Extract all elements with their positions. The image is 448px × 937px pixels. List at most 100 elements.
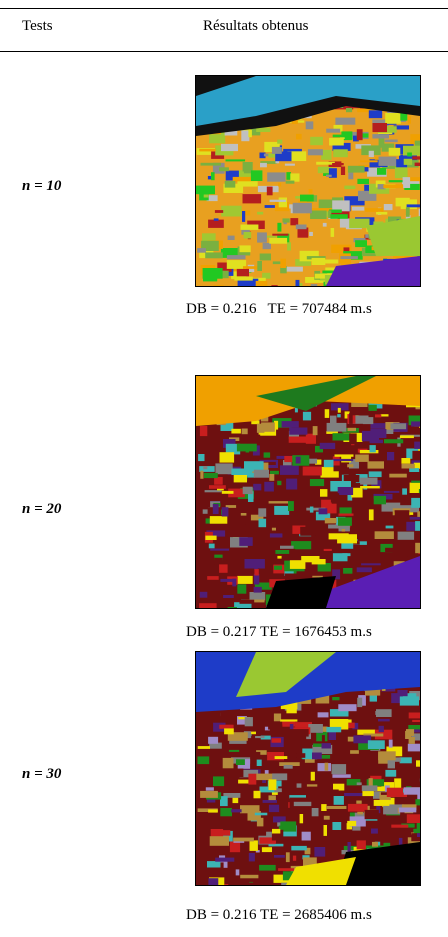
image-patch: [314, 273, 334, 279]
image-patch: [280, 719, 298, 722]
image-patch: [334, 454, 354, 457]
image-patch: [326, 422, 347, 432]
image-patch: [232, 797, 239, 804]
image-patch: [311, 559, 326, 565]
image-patch: [399, 757, 412, 764]
image-patch: [247, 882, 267, 885]
image-patch: [199, 148, 216, 152]
image-patch: [405, 215, 411, 221]
image-patch: [220, 808, 232, 817]
image-patch: [356, 567, 372, 573]
image-patch: [326, 174, 332, 177]
image-patch: [260, 573, 281, 580]
image-patch: [232, 578, 237, 587]
image-patch: [300, 194, 314, 202]
image-patch: [372, 841, 378, 847]
image-patch: [384, 439, 404, 444]
image-patch: [393, 125, 409, 130]
image-patch: [367, 461, 384, 469]
image-patch: [293, 801, 312, 807]
image-patch: [227, 732, 248, 741]
image-patch: [202, 268, 223, 279]
image-patch: [214, 477, 223, 485]
image-patch: [361, 785, 378, 792]
image-patch: [347, 415, 369, 424]
image-patch: [328, 210, 332, 219]
image-patch: [361, 145, 381, 156]
image-patch: [307, 149, 323, 156]
image-patch: [321, 804, 327, 811]
image-patch: [315, 695, 330, 704]
image-patch: [241, 227, 250, 235]
image-patch: [240, 210, 251, 216]
image-patch: [369, 159, 381, 168]
image-patch: [269, 809, 288, 816]
image-patch: [388, 739, 393, 748]
image-patch: [323, 825, 327, 836]
image-patch: [210, 829, 224, 839]
image-patch: [411, 733, 420, 741]
image-patch: [236, 267, 249, 277]
image-patch: [215, 857, 235, 862]
image-patch: [368, 110, 383, 119]
image-patch: [197, 808, 218, 812]
image-patch: [370, 423, 387, 429]
image-patch: [268, 843, 284, 847]
image-patch: [353, 846, 366, 854]
image-patch: [292, 855, 297, 861]
image-patch: [247, 811, 261, 821]
image-patch: [304, 847, 311, 855]
image-patch: [402, 177, 411, 188]
image-patch: [412, 156, 420, 160]
image-patch: [274, 505, 290, 515]
image-patch: [354, 812, 367, 818]
image-patch: [225, 443, 241, 455]
image-patch: [199, 425, 208, 437]
image-patch: [343, 722, 355, 729]
image-patch: [379, 792, 391, 801]
image-patch: [242, 211, 246, 222]
image-patch: [237, 278, 259, 286]
image-patch: [397, 405, 404, 408]
image-patch: [332, 163, 344, 166]
image-patch: [238, 170, 260, 182]
image-patch: [269, 533, 283, 538]
image-patch: [375, 180, 386, 188]
image-patch: [224, 728, 234, 735]
image-patch: [352, 826, 361, 831]
image-patch: [333, 783, 345, 791]
image-patch: [402, 796, 416, 799]
image-patch: [407, 556, 417, 560]
image-patch: [297, 227, 309, 238]
image-patch: [314, 847, 326, 857]
image-patch: [258, 518, 267, 528]
image-patch: [274, 855, 285, 858]
image-patch: [211, 172, 215, 181]
image-patch: [315, 445, 323, 453]
image-patch: [299, 814, 304, 824]
image-patch: [239, 537, 253, 546]
image-patch: [408, 725, 420, 730]
image-patch: [338, 517, 352, 526]
image-patch: [339, 218, 351, 228]
image-patch: [209, 742, 222, 749]
image-patch: [272, 828, 281, 834]
image-patch: [309, 506, 314, 513]
image-patch: [407, 743, 420, 752]
image-patch: [332, 822, 342, 830]
image-patch: [388, 180, 409, 183]
image-patch: [209, 836, 229, 846]
image-patch: [400, 199, 417, 210]
image-patch: [249, 736, 263, 747]
image-patch: [271, 285, 278, 286]
image-patch: [250, 170, 263, 181]
image-patch: [327, 502, 337, 514]
image-patch: [340, 256, 358, 260]
image-patch: [317, 563, 331, 572]
image-patch: [380, 414, 389, 417]
image-patch: [347, 494, 353, 501]
image-patch: [344, 185, 356, 190]
image-patch: [200, 470, 204, 479]
image-patch: [236, 443, 257, 452]
image-patch: [254, 569, 259, 576]
